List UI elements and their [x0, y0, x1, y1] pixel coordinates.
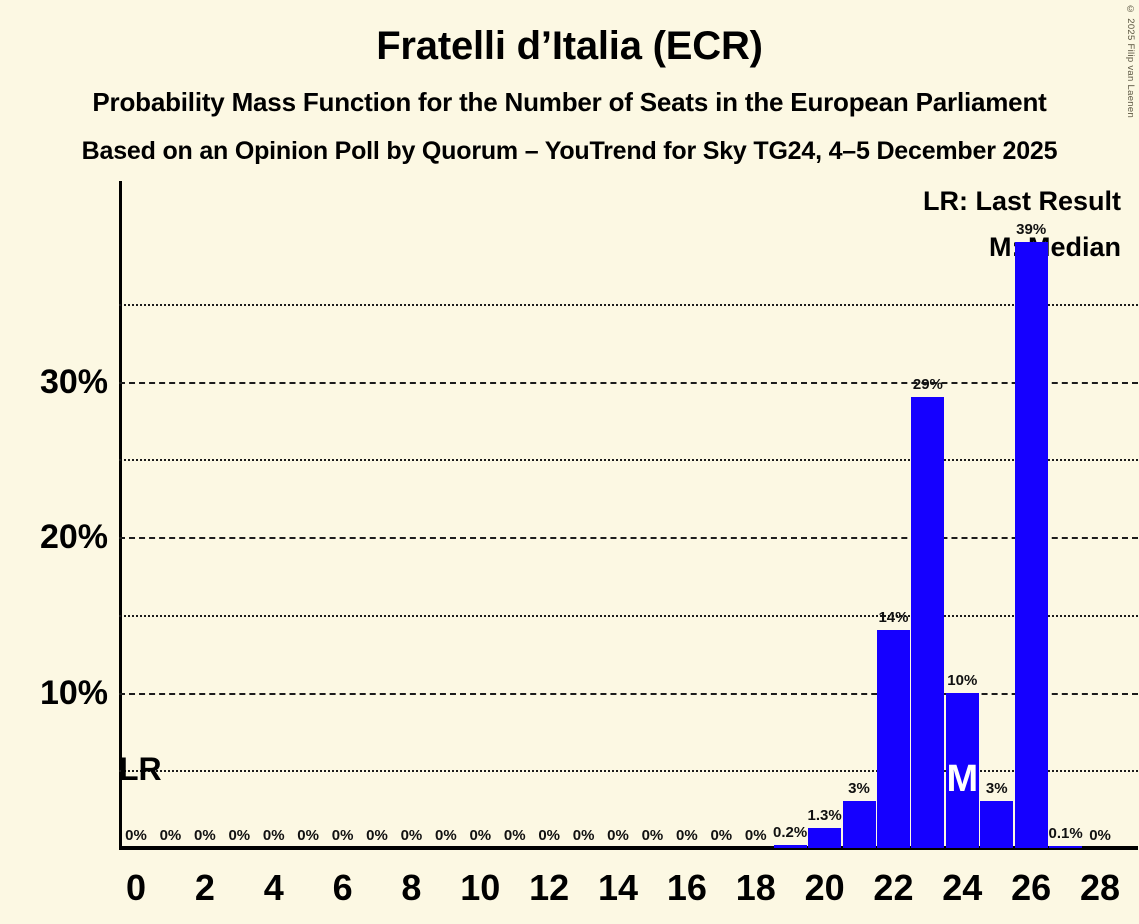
bar-value-label: 0%	[710, 827, 733, 844]
bar-value-label: 0%	[607, 827, 629, 844]
y-axis-line	[119, 181, 122, 850]
bar	[808, 827, 842, 848]
x-axis-tick-label: 24	[942, 867, 983, 908]
bar-value-label: 0%	[125, 827, 147, 844]
bar-value-label: 0%	[159, 827, 182, 844]
y-axis-tick-label: 20%	[39, 518, 108, 556]
bar-value-label: 10%	[947, 671, 978, 689]
gridline-minor	[119, 303, 1138, 306]
x-axis-tick-label: 10	[460, 867, 501, 908]
page-title: Fratelli d’Italia (ECR)	[376, 24, 763, 68]
bar	[980, 801, 1014, 848]
bar	[876, 630, 910, 848]
x-axis-tick-label: 4	[263, 867, 284, 908]
copyright-notice: © 2025 Filip van Laenen	[1125, 4, 1136, 119]
bar-value-label: 39%	[1016, 220, 1047, 238]
bar-value-label: 0%	[262, 827, 285, 844]
y-axis-tick-label: 30%	[39, 362, 108, 401]
x-axis-tick-label: 14	[597, 867, 639, 908]
last-result-marker: LR	[119, 751, 162, 788]
bar-value-label: 3%	[985, 780, 1008, 798]
bar-value-label: 0%	[331, 827, 354, 844]
x-axis-tick-label: 26	[1011, 867, 1052, 908]
bar-value-label: 0.1%	[1048, 825, 1083, 843]
y-axis-tick-label: 10%	[39, 673, 108, 712]
gridline-minor	[119, 770, 1138, 773]
bar	[842, 801, 876, 848]
x-axis-tick-label: 6	[332, 867, 353, 908]
legend-median: M: Median	[989, 232, 1121, 262]
bar-value-label: 0%	[1089, 827, 1111, 844]
gridline-major	[119, 692, 1138, 695]
x-axis-tick-label: 0	[125, 867, 147, 908]
x-axis-tick-label: 28	[1080, 867, 1121, 908]
bar-value-label: 0%	[744, 827, 767, 844]
plot-area: 0% 0% 0% 0% 0% 0% 0% 0% 0% 0% 0% 0% 0% 0% 0% 0% 0% 0% 0% 0.…	[119, 181, 1138, 850]
bar-value-label: 0%	[194, 827, 216, 844]
bar-value-label: 0%	[435, 827, 457, 844]
bar	[911, 397, 945, 848]
bar-value-label: 0%	[297, 827, 319, 844]
bar	[1049, 846, 1083, 848]
x-axis-line	[119, 846, 1138, 850]
x-axis-tick-label: 18	[735, 867, 776, 908]
gridline-minor	[119, 459, 1138, 462]
gridline-minor	[119, 614, 1138, 617]
x-axis-tick-label: 8	[401, 867, 422, 908]
bar-value-label: 29%	[912, 376, 943, 394]
bar-value-label: 1.3%	[807, 806, 842, 824]
median-marker: M	[946, 758, 979, 800]
bar-value-label: 0%	[366, 827, 388, 844]
x-axis-tick-label: 2	[194, 867, 215, 908]
bar-value-label: 3%	[848, 780, 870, 798]
chart-subtitle: Probability Mass Function for the Number…	[92, 87, 1047, 117]
bar	[945, 692, 979, 848]
legend-last-result: LR: Last Result	[922, 186, 1121, 216]
bar-value-label: 0%	[676, 827, 698, 844]
bar-value-label: 0%	[572, 827, 595, 844]
bar-value-label: 0%	[641, 827, 664, 844]
x-axis-tick-label: 22	[873, 867, 914, 908]
gridline-major	[119, 381, 1138, 384]
bar-value-label: 0%	[400, 827, 423, 844]
bar-value-label: 0%	[503, 827, 526, 844]
bar	[773, 844, 807, 848]
x-axis-tick-label: 12	[529, 867, 570, 908]
bar-value-label: 0%	[469, 827, 492, 844]
bar-value-label: 0%	[228, 827, 251, 844]
bar-value-label: 0.2%	[773, 823, 808, 841]
bar-value-label: 14%	[878, 609, 909, 627]
gridline-major	[119, 537, 1138, 539]
bar-value-label: 0%	[538, 827, 560, 844]
bar	[1014, 241, 1048, 848]
x-axis-tick-label: 20	[804, 867, 845, 908]
chart-source-note: Based on an Opinion Poll by Quorum – You…	[81, 137, 1058, 165]
x-axis-tick-label: 16	[666, 867, 707, 908]
